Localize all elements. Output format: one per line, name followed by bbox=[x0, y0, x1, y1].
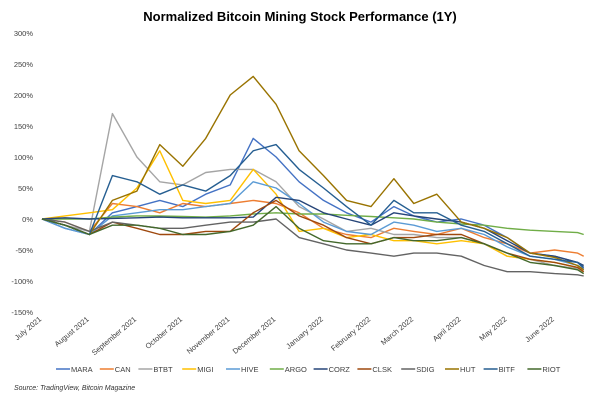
source-note: Source: TradingView, Bitcoin Magazine bbox=[14, 385, 135, 392]
x-tick-label: December 2021 bbox=[231, 315, 278, 356]
series-line-migi bbox=[41, 150, 585, 273]
y-tick-label: 200% bbox=[14, 91, 34, 100]
series-line-corz bbox=[41, 196, 585, 267]
chart-title: Normalized Bitcoin Mining Stock Performa… bbox=[143, 9, 457, 24]
y-tick-label: -50% bbox=[15, 246, 33, 255]
x-tick-label: September 2021 bbox=[90, 315, 138, 358]
y-tick-label: 300% bbox=[14, 29, 34, 38]
legend-item-can: CAN bbox=[99, 365, 131, 374]
y-tick-label: -100% bbox=[11, 277, 33, 286]
y-tick-label: 0% bbox=[22, 215, 33, 224]
legend-label: CORZ bbox=[329, 365, 351, 374]
x-tick-label: February 2022 bbox=[329, 315, 372, 353]
legend-label: CLSK bbox=[372, 365, 392, 374]
legend: MARA CAN BTBT MIGI HIVE ARGO CORZ CLSK SDIG HUT BI… bbox=[56, 365, 561, 374]
x-tick-label: April 2022 bbox=[431, 315, 463, 344]
y-axis: 300% 250% 200% 150% 100% 50% 0% -50% -100% -150% bbox=[11, 29, 33, 317]
y-tick-label: 100% bbox=[14, 153, 34, 162]
series-lines bbox=[41, 75, 585, 277]
legend-label: BITF bbox=[499, 365, 516, 374]
legend-item-argo: ARGO bbox=[269, 365, 307, 374]
legend-item-riot: RIOT bbox=[527, 365, 561, 374]
legend-item-hive: HIVE bbox=[226, 365, 259, 374]
legend-label: MIGI bbox=[197, 365, 213, 374]
legend-label: HUT bbox=[460, 365, 476, 374]
y-tick-label: -150% bbox=[11, 308, 33, 317]
series-line-argo bbox=[42, 212, 584, 236]
x-tick-label: November 2021 bbox=[185, 315, 232, 356]
series-line-hive bbox=[41, 181, 585, 271]
x-tick-label: July 2021 bbox=[13, 315, 43, 343]
legend-item-btbt: BTBT bbox=[138, 365, 173, 374]
x-axis: July 2021 August 2021 September 2021 Octobe… bbox=[13, 315, 556, 358]
legend-item-sdig: SDIG bbox=[401, 365, 435, 374]
x-tick-label: January 2022 bbox=[284, 315, 325, 351]
x-tick-label: August 2021 bbox=[53, 315, 91, 349]
legend-item-hut: HUT bbox=[445, 365, 476, 374]
legend-item-corz: CORZ bbox=[313, 365, 351, 374]
x-tick-label: May 2022 bbox=[477, 315, 508, 343]
y-tick-label: 250% bbox=[14, 60, 34, 69]
x-tick-label: October 2021 bbox=[143, 315, 184, 351]
series-line-riot bbox=[41, 205, 585, 275]
y-tick-label: 150% bbox=[14, 122, 34, 131]
series-line-hut bbox=[41, 75, 585, 271]
legend-label: CAN bbox=[115, 365, 131, 374]
series-line-mara bbox=[41, 137, 585, 270]
legend-label: SDIG bbox=[416, 365, 435, 374]
legend-item-bitf: BITF bbox=[483, 365, 516, 374]
x-tick-label: June 2022 bbox=[523, 315, 556, 344]
legend-item-mara: MARA bbox=[56, 365, 93, 374]
x-tick-label: March 2022 bbox=[379, 315, 415, 347]
legend-item-clsk: CLSK bbox=[357, 365, 392, 374]
legend-label: RIOT bbox=[542, 365, 560, 374]
legend-label: HIVE bbox=[241, 365, 259, 374]
legend-label: ARGO bbox=[285, 365, 307, 374]
y-tick-label: 50% bbox=[18, 184, 33, 193]
series-line-bitf bbox=[41, 143, 585, 268]
legend-item-migi: MIGI bbox=[182, 365, 213, 374]
legend-label: MARA bbox=[71, 365, 93, 374]
legend-label: BTBT bbox=[153, 365, 173, 374]
